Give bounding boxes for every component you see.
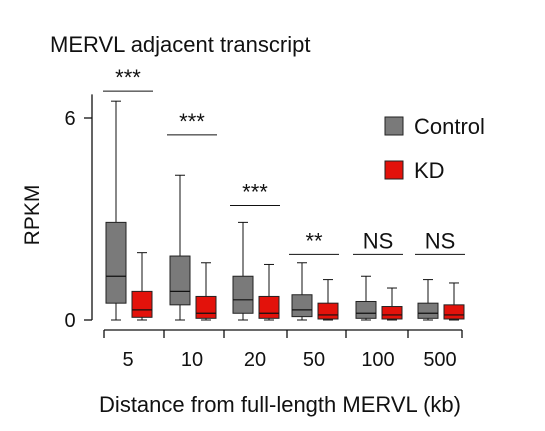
box-kd-500	[443, 282, 465, 321]
x-tick-label: 500	[423, 349, 456, 371]
significance-annotations: *********** NS NS	[103, 65, 465, 255]
y-tick-label: 0	[64, 310, 75, 332]
box-control-20	[232, 221, 254, 321]
box-iqr	[195, 295, 217, 319]
box-iqr	[355, 300, 377, 319]
x-tick-label: 10	[181, 349, 203, 371]
box-iqr	[131, 290, 153, 318]
box-iqr	[317, 302, 339, 320]
box-kd-100	[381, 287, 403, 321]
box-control-5	[105, 100, 127, 321]
box-iqr	[232, 275, 254, 314]
legend-swatch-kd	[384, 160, 404, 180]
box-iqr	[443, 304, 465, 320]
box-control-10	[169, 174, 191, 321]
legend: Control KD	[384, 114, 485, 183]
y-tick-label: 6	[64, 108, 75, 130]
box-kd-20	[258, 263, 280, 321]
legend-swatch-control	[384, 116, 404, 136]
box-control-100	[355, 275, 377, 321]
chart-title: MERVL adjacent transcript	[50, 32, 310, 57]
axes: 0 6 5 10 20 50 100 500	[64, 94, 463, 371]
boxes	[105, 100, 465, 321]
box-control-50	[291, 262, 313, 321]
legend-label-control: Control	[414, 114, 485, 139]
box-kd-5	[131, 252, 153, 321]
x-tick-label: 50	[303, 349, 325, 371]
significance-label: ***	[179, 109, 205, 134]
significance-label: **	[305, 228, 323, 253]
x-tick-label: 5	[122, 349, 133, 371]
x-axis-label: Distance from full-length MERVL (kb)	[99, 392, 461, 417]
legend-label-kd: KD	[414, 158, 445, 183]
significance-label: NS	[425, 228, 456, 253]
box-control-500	[417, 279, 439, 321]
significance-label: ***	[115, 65, 141, 90]
significance-label: NS	[363, 228, 394, 253]
x-tick-label: 100	[361, 349, 394, 371]
significance-label: ***	[242, 180, 268, 205]
box-iqr	[291, 294, 313, 318]
box-iqr	[381, 306, 403, 320]
box-iqr	[258, 295, 280, 319]
box-iqr	[105, 221, 127, 304]
box-kd-50	[317, 279, 339, 321]
y-axis-label: RPKM	[21, 185, 44, 246]
box-iqr	[169, 255, 191, 306]
box-kd-10	[195, 262, 217, 321]
box-iqr	[417, 302, 439, 319]
x-tick-label: 20	[244, 349, 266, 371]
